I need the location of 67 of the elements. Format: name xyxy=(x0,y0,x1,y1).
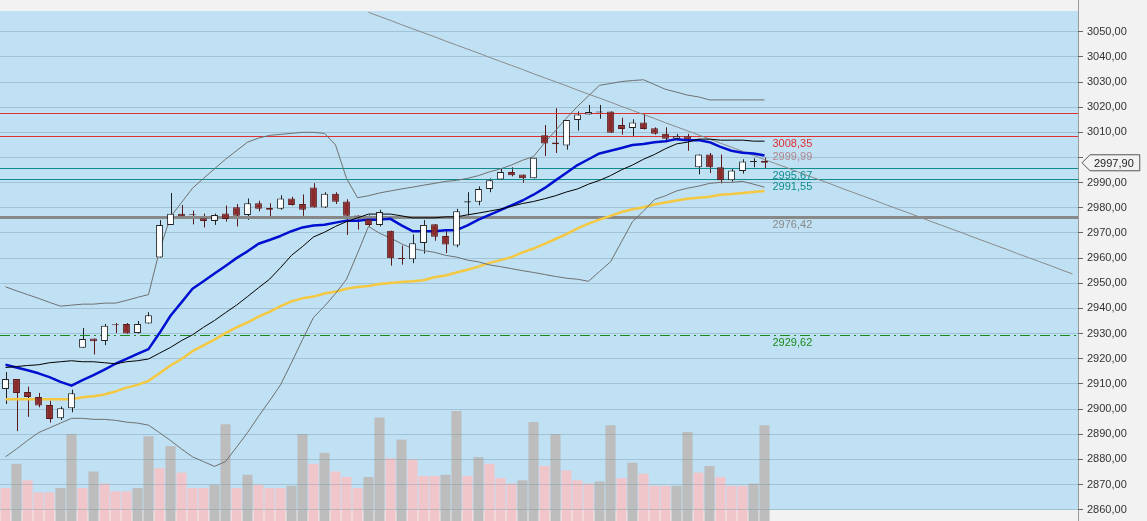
candlestick xyxy=(398,245,405,266)
y-tick-label: 2940,00 xyxy=(1087,301,1127,314)
bar xyxy=(77,488,88,521)
candlestick xyxy=(420,219,427,255)
bar xyxy=(0,488,11,521)
bar xyxy=(319,452,330,521)
candlestick xyxy=(2,371,9,405)
bar xyxy=(154,468,165,521)
y-tick-label: 3030,00 xyxy=(1087,75,1127,88)
y-tick-label: 2960,00 xyxy=(1087,251,1127,264)
ref-line-label: 3008,35 xyxy=(772,137,813,149)
bar xyxy=(11,463,22,521)
candlestick xyxy=(409,233,416,264)
candlestick xyxy=(574,110,581,132)
bar xyxy=(616,478,627,521)
candlestick xyxy=(563,119,570,151)
ref-line-label: 2995,67 xyxy=(772,169,813,181)
y-tick-label: 3040,00 xyxy=(1087,49,1127,62)
candlestick xyxy=(343,198,350,236)
y-tick-label: 2970,00 xyxy=(1087,225,1127,238)
candlestick xyxy=(442,229,449,254)
bar xyxy=(231,488,242,521)
ref-line-label: 2991,55 xyxy=(772,180,813,192)
y-tick-label: 2870,00 xyxy=(1087,477,1127,490)
candlestick xyxy=(299,193,306,217)
y-tick-label: 3020,00 xyxy=(1087,100,1127,113)
candlestick xyxy=(706,152,713,174)
bar xyxy=(473,457,484,521)
bar xyxy=(396,439,407,521)
y-tick-label: 2860,00 xyxy=(1087,502,1127,515)
bar xyxy=(242,474,253,521)
candlestick xyxy=(167,192,174,226)
candlestick xyxy=(475,185,482,206)
candlestick xyxy=(310,182,317,209)
y-tick-label: 2990,00 xyxy=(1087,175,1127,188)
candlestick xyxy=(68,389,75,413)
candlestick xyxy=(24,386,31,418)
bar xyxy=(704,466,715,521)
annotation: 2999,99 xyxy=(772,150,813,163)
y-tick-label: 2890,00 xyxy=(1087,427,1127,440)
y-tick-label: 2950,00 xyxy=(1087,276,1127,289)
y-tick-label: 2900,00 xyxy=(1087,402,1127,415)
bar xyxy=(308,463,319,521)
bar xyxy=(693,472,704,521)
bar xyxy=(385,458,396,521)
candlestick xyxy=(717,153,724,184)
bar xyxy=(627,462,638,521)
ref-line-label: 2976,42 xyxy=(772,218,813,230)
bar xyxy=(462,475,473,521)
candlestick xyxy=(244,198,251,221)
candlestick xyxy=(541,124,548,157)
candlestick xyxy=(101,323,108,346)
candlestick xyxy=(13,378,20,432)
y-tick-label: 3010,00 xyxy=(1087,125,1127,138)
y-tick-label: 2910,00 xyxy=(1087,376,1127,389)
ref-line-label: 2929,62 xyxy=(772,336,813,348)
y-tick-label: 2980,00 xyxy=(1087,200,1127,213)
y-tick-label: 2880,00 xyxy=(1087,452,1127,465)
bar xyxy=(550,434,561,521)
bar xyxy=(88,471,99,521)
y-tick-label: 2930,00 xyxy=(1087,326,1127,339)
text: 2997,90 xyxy=(1094,156,1134,169)
candlestick xyxy=(46,400,53,424)
y-tick-label: 3050,00 xyxy=(1087,24,1127,37)
y-tick-label: 2920,00 xyxy=(1087,351,1127,364)
bar xyxy=(165,446,176,521)
bar xyxy=(539,466,550,521)
